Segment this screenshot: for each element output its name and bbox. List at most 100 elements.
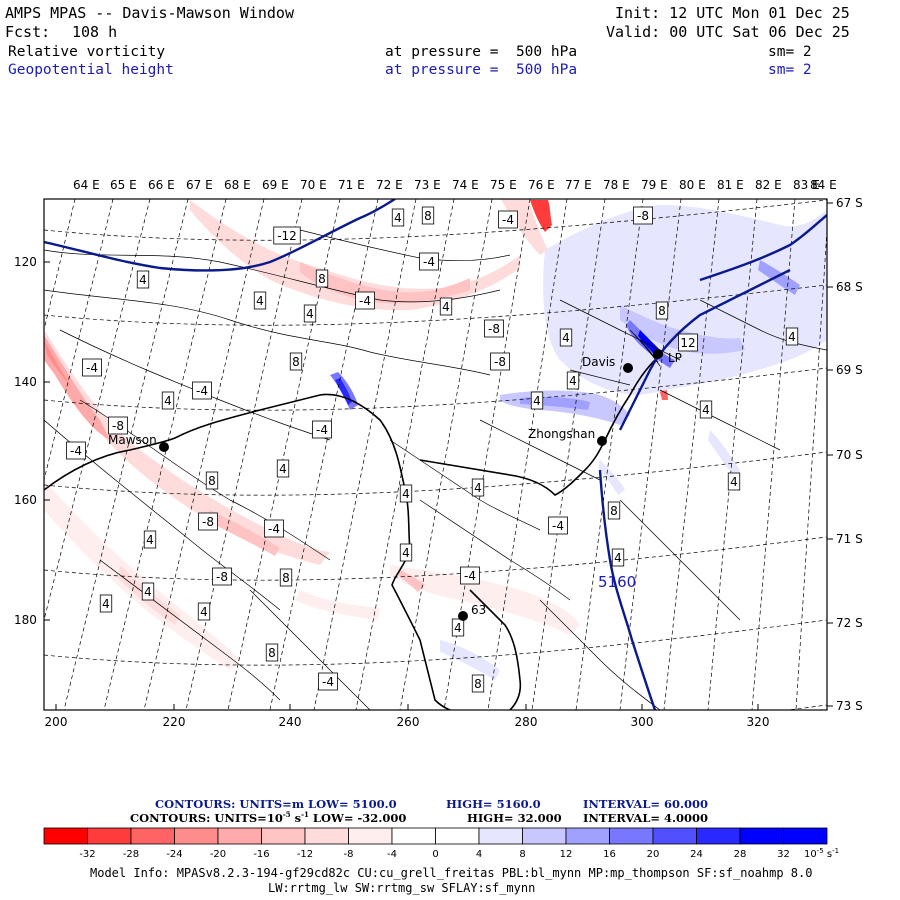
contour-label: -8 <box>633 206 653 225</box>
contour-label-box <box>419 252 439 271</box>
contour-label-box <box>136 270 150 289</box>
colorbar-swatch <box>217 827 262 845</box>
plot-title: AMPS MPAS -- Davis-Mawson Window <box>5 4 294 22</box>
contour-label: -8 <box>212 567 232 586</box>
y-label: 180 <box>14 613 37 627</box>
contour-label-box <box>530 391 544 410</box>
top-lon-labels: 64 E 65 E 66 E 67 E 68 E 69 E 70 E 71 E 72 E 73 E… <box>73 178 837 192</box>
forecast-hour-value: 108 h <box>72 23 118 41</box>
lon-label: 67 E <box>186 178 213 192</box>
contour-label-text: 4 <box>614 551 622 565</box>
colorbar-swatch <box>609 827 654 845</box>
contour-label-box <box>197 602 211 621</box>
lon-label: 64 E <box>73 178 100 192</box>
colorbar-swatch <box>87 827 132 845</box>
contour-label: 4 <box>439 297 453 316</box>
contour-label: 4 <box>699 400 713 419</box>
station-63-marker <box>458 611 468 621</box>
contour-label-text: 4 <box>402 487 410 501</box>
contour-labels: 4 8 -4 -8 -12 -4 4 8 4 -4 4 4 -8 4 8 -8 4 -4 8 -4 4 4 4 -8 -4 -4 4… <box>66 206 799 693</box>
lon-label: 73 E <box>414 178 441 192</box>
contour-label-box <box>212 567 232 586</box>
contour-label-text: -8 <box>202 515 214 529</box>
lon-label: 65 E <box>110 178 137 192</box>
contour-label-text: 4 <box>146 533 154 547</box>
field1-name: Relative vorticity <box>8 44 166 60</box>
contour-label-text: -8 <box>494 355 506 369</box>
contour-label: -4 <box>82 358 102 377</box>
lon-label: 84 E <box>810 178 837 192</box>
colorbar-swatch <box>652 827 697 845</box>
contour-label: 4 <box>566 371 580 390</box>
colorbar-label: 32 <box>777 849 790 860</box>
contour-label: -12 <box>273 226 301 245</box>
colorbar-label: 28 <box>734 849 747 860</box>
colorbar-label: -28 <box>123 849 139 860</box>
lat-label: 67 S <box>836 196 863 210</box>
colorbar-swatch <box>783 827 828 845</box>
contour-label: -8 <box>108 416 128 435</box>
contour-label-box <box>607 501 621 520</box>
geopotential-contours <box>44 199 827 710</box>
contour-label: -4 <box>318 672 338 691</box>
contour-label-text: 4 <box>702 403 710 417</box>
colorbar-swatch <box>391 827 436 845</box>
contour-label-box <box>289 352 303 371</box>
lon-label: 82 E <box>755 178 782 192</box>
contour-label-text: 4 <box>306 307 314 321</box>
contour-label: 8 <box>279 568 293 587</box>
colorbar-label: -12 <box>297 849 313 860</box>
contour-label-box <box>99 594 113 613</box>
contour-label-box <box>421 206 435 225</box>
contour-label-box <box>82 358 102 377</box>
contour-label: 8 <box>265 643 279 662</box>
contour-label-box <box>399 543 413 562</box>
contour-label-box <box>655 301 669 320</box>
colorbar-unit-s: s <box>824 849 832 860</box>
colorbar-label: -20 <box>210 849 226 860</box>
contour-label-box <box>108 416 128 435</box>
lon-label: 72 E <box>376 178 403 192</box>
lon-label: 76 E <box>528 178 555 192</box>
contour-label-text: 8 <box>424 209 432 223</box>
x-label: 260 <box>397 715 420 729</box>
contour-label-box <box>315 269 329 288</box>
contour-label-box <box>66 441 86 460</box>
contour-label: 12 <box>678 333 698 352</box>
contour-label: 4 <box>611 548 625 567</box>
contour-label-text: 4 <box>256 294 264 308</box>
colorbar-swatch <box>304 827 349 845</box>
colorbar-swatch <box>478 827 523 845</box>
contour-label-text: 4 <box>442 300 450 314</box>
lat-label: 71 S <box>836 532 863 546</box>
contour-label-box <box>633 206 653 225</box>
contour-label-text: 8 <box>208 474 216 488</box>
right-lat-labels: 67 S 68 S 69 S 70 S 71 S 72 S 73 S <box>827 196 863 713</box>
colorbar-unit-base: 10 <box>804 849 817 860</box>
contour-label: -4 <box>419 252 439 271</box>
colorbar-label: 16 <box>603 849 616 860</box>
contour-label: 8 <box>205 471 219 490</box>
lon-label: 69 E <box>262 178 289 192</box>
contour-label-box <box>471 478 485 497</box>
contour-label-text: -4 <box>70 444 82 458</box>
contour-label-box <box>678 333 698 352</box>
station-davis-marker <box>623 363 633 373</box>
contour-label-box <box>253 291 267 310</box>
y-label: 140 <box>14 375 37 389</box>
contour-label: -8 <box>198 512 218 531</box>
contour-label-text: -4 <box>322 675 334 689</box>
contour-label: 4 <box>161 391 175 410</box>
colorbar-label: -24 <box>166 849 182 860</box>
contour-label-box <box>303 304 317 323</box>
lon-label: 75 E <box>490 178 517 192</box>
contour-label-text: -4 <box>552 519 564 533</box>
contour-label: 4 <box>399 543 413 562</box>
x-label: 300 <box>631 715 654 729</box>
lon-label: 77 E <box>565 178 592 192</box>
lon-label: 71 E <box>338 178 365 192</box>
contour-label: 4 <box>471 478 485 497</box>
contour-label-box <box>460 566 480 585</box>
bottom-x-axis: 200 220 240 260 280 300 320 <box>45 704 769 729</box>
